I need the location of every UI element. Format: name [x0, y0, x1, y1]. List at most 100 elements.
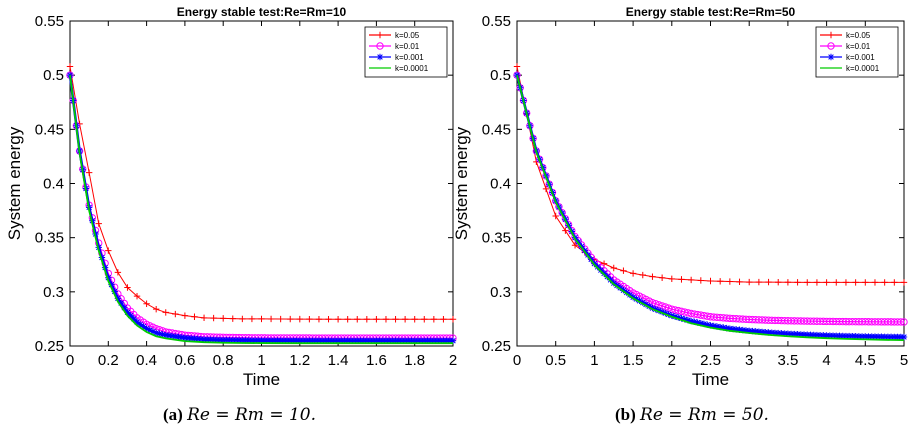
marker-plus	[697, 277, 705, 284]
marker-asterisk	[820, 332, 827, 339]
marker-asterisk	[678, 315, 685, 322]
legend-item: k=0.01	[820, 42, 871, 51]
marker-plus	[571, 242, 579, 249]
marker-plus	[172, 310, 179, 318]
marker-plus	[162, 309, 169, 316]
marker-plus	[181, 312, 189, 319]
marker-asterisk	[117, 299, 125, 307]
marker-asterisk	[652, 306, 659, 313]
x-tick-label: 4	[822, 352, 830, 369]
marker-asterisk	[775, 329, 782, 337]
x-tick-label: 0.8	[213, 352, 234, 369]
marker-plus	[363, 316, 371, 323]
marker-plus	[736, 278, 743, 286]
marker-plus	[296, 315, 303, 323]
x-tick-label: 0.6	[174, 352, 195, 369]
series-k=0.05	[66, 63, 457, 323]
legend-label: k=0.05	[395, 31, 420, 40]
marker-asterisk	[152, 329, 160, 337]
marker-plus	[600, 260, 608, 267]
marker-plus	[210, 314, 217, 322]
marker-plus	[542, 185, 550, 193]
series-k=0.0001	[69, 75, 453, 345]
marker-plus	[842, 279, 850, 286]
marker-plus	[620, 267, 627, 274]
marker-plus	[784, 279, 792, 286]
marker-asterisk	[723, 324, 730, 332]
x-tick-label: 1	[590, 352, 598, 369]
marker-plus	[382, 316, 390, 323]
marker-asterisk	[804, 331, 811, 338]
marker-plus	[716, 278, 724, 285]
marker-asterisk	[878, 333, 885, 340]
marker-plus	[315, 315, 323, 323]
legend-item: k=0.05	[820, 31, 871, 40]
marker-asterisk	[833, 332, 840, 339]
caption-a-tag: (a)	[163, 405, 183, 424]
marker-plus	[794, 279, 801, 286]
marker-plus	[746, 278, 753, 286]
marker-asterisk	[130, 315, 138, 323]
marker-asterisk	[771, 329, 779, 337]
legend-marker	[376, 42, 384, 50]
marker-asterisk	[697, 320, 705, 327]
marker-asterisk	[687, 317, 695, 325]
marker-plus	[658, 274, 666, 281]
marker-asterisk	[124, 309, 131, 316]
y-tick-label: 0.55	[35, 13, 64, 30]
caption-b: (b) Re = Rm = 50.	[615, 405, 769, 425]
marker-asterisk	[787, 330, 795, 338]
marker-plus	[755, 278, 763, 286]
marker-plus	[401, 316, 409, 323]
marker-asterisk	[794, 331, 801, 338]
marker-asterisk	[807, 331, 814, 339]
marker-asterisk	[868, 333, 875, 340]
legend-item: k=0.001	[369, 53, 424, 62]
marker-asterisk	[758, 328, 766, 336]
marker-asterisk	[768, 329, 775, 336]
marker-asterisk	[839, 332, 846, 340]
legend-marker	[827, 53, 835, 61]
marker-asterisk	[662, 309, 669, 317]
marker-asterisk	[98, 254, 106, 261]
marker-plus	[678, 276, 685, 283]
marker-asterisk	[733, 326, 740, 333]
marker-plus	[833, 279, 840, 286]
marker-asterisk	[739, 326, 746, 334]
marker-plus	[421, 316, 428, 323]
legend-marker	[827, 31, 835, 39]
marker-asterisk	[762, 328, 769, 336]
marker-plus	[95, 220, 102, 227]
marker-asterisk	[781, 330, 788, 337]
marker-plus	[765, 278, 772, 286]
marker-plus	[248, 315, 256, 323]
marker-plus	[152, 305, 160, 313]
marker-plus	[392, 316, 399, 323]
chart-title: Energy stable test:Re=Rm=10	[177, 5, 347, 19]
marker-asterisk	[720, 324, 727, 331]
x-tick-label: 1.2	[289, 352, 310, 369]
marker-asterisk	[668, 312, 675, 319]
legend-item: k=0.001	[820, 53, 875, 62]
x-tick-label: 3	[745, 352, 753, 369]
legend-label: k=0.0001	[395, 64, 429, 73]
marker-asterisk	[749, 327, 756, 335]
marker-asterisk	[842, 332, 850, 340]
marker-asterisk	[887, 333, 895, 341]
series-line	[69, 75, 453, 345]
series-k=0.0001	[516, 74, 905, 342]
series-k=0.001	[66, 71, 457, 344]
marker-asterisk	[114, 295, 122, 302]
marker-asterisk	[829, 332, 837, 339]
marker-asterisk	[143, 325, 150, 332]
marker-plus	[354, 316, 361, 323]
marker-asterisk	[755, 328, 763, 335]
marker-asterisk	[704, 321, 711, 328]
marker-plus	[344, 316, 351, 323]
marker-plus	[287, 315, 294, 323]
marker-asterisk	[636, 297, 643, 305]
marker-asterisk	[742, 327, 750, 334]
marker-asterisk	[671, 313, 679, 320]
marker-asterisk	[865, 333, 872, 340]
marker-asterisk	[791, 330, 798, 338]
